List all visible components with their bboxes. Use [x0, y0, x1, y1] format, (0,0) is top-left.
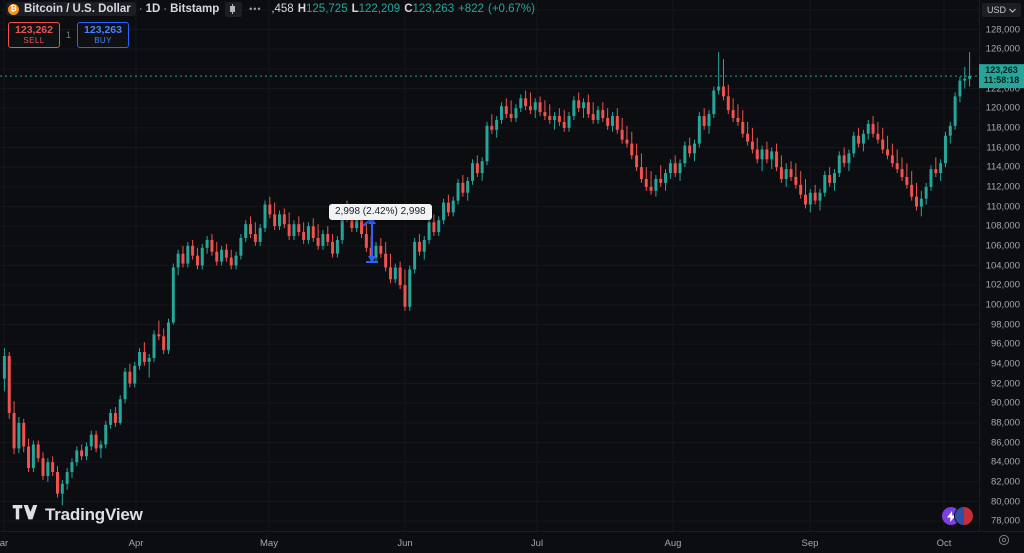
change-absolute: +822	[458, 3, 484, 15]
price-tick-label: 78,000	[990, 515, 1020, 527]
chevron-down-icon	[1009, 5, 1016, 15]
time-tick-label: Aug	[664, 538, 682, 549]
current-price-value: 123,263	[985, 65, 1018, 76]
symbol-name: Bitcoin / U.S. Dollar	[24, 3, 131, 15]
time-tick-label: Apr	[128, 538, 144, 549]
price-tick-label: 120,000	[985, 102, 1020, 114]
exchange-label[interactable]: Bitstamp	[170, 3, 220, 15]
low-value: 122,209	[358, 3, 401, 15]
close-value: 123,263	[412, 3, 455, 15]
buy-label: BUY	[94, 36, 112, 46]
price-tick-label: 86,000	[990, 437, 1020, 448]
time-tick-label: Oct	[936, 538, 952, 549]
price-tick-label: 92,000	[990, 378, 1020, 389]
candles-icon[interactable]	[225, 1, 243, 17]
legend-separator-2: ·	[163, 3, 168, 15]
price-tick-label: 80,000	[990, 496, 1020, 507]
tradingview-logo-icon	[12, 505, 38, 525]
chart-plot-area[interactable]	[0, 0, 979, 531]
price-tick-label: 100,000	[985, 299, 1020, 311]
sell-price: 123,262	[15, 24, 53, 36]
measurement-tooltip: 2,998 (2.42%) 2,998	[329, 204, 432, 220]
price-tick-label: 114,000	[986, 161, 1020, 173]
time-tick-label: Sep	[801, 538, 819, 549]
gear-icon[interactable]	[998, 534, 1010, 549]
bitcoin-icon: ₿	[8, 3, 19, 15]
sell-label: SELL	[23, 36, 45, 46]
price-tick-label: 110,000	[986, 201, 1020, 212]
candlestick-svg	[0, 0, 979, 531]
open-value: ,458	[271, 3, 294, 15]
price-tick-label: 108,000	[985, 220, 1020, 232]
time-tick-label: ar	[0, 538, 9, 549]
close-label: C	[404, 3, 413, 15]
price-tick-label: 88,000	[990, 417, 1020, 429]
currency-selector[interactable]: USD	[982, 3, 1021, 17]
trade-panel: 123,262 SELL 1 123,263 BUY	[8, 22, 130, 49]
price-axis[interactable]: USD 123,263 11:58:18 130,000128,000126,0…	[979, 0, 1024, 531]
low-label: L	[351, 3, 359, 15]
more-options-icon[interactable]: •••	[249, 4, 262, 14]
time-tick-label: Jul	[530, 538, 544, 549]
time-tick-label: May	[260, 538, 278, 549]
price-tick-label: 84,000	[990, 456, 1020, 468]
tradingview-watermark: TradingView	[12, 505, 143, 525]
current-price-badge: 123,263 11:58:18	[979, 64, 1024, 88]
currency-label: USD	[986, 5, 1006, 15]
countdown-timer: 11:58:18	[983, 75, 1020, 86]
price-tick-label: 94,000	[990, 358, 1020, 370]
sell-button[interactable]: 123,262 SELL	[8, 22, 60, 49]
price-tick-label: 82,000	[990, 476, 1020, 488]
buy-button[interactable]: 123,263 BUY	[77, 22, 130, 49]
time-tick-label: Jun	[397, 538, 413, 549]
legend-separator-1: ·	[138, 3, 143, 15]
watermark-text: TradingView	[45, 505, 143, 524]
flag-blue-field	[955, 507, 964, 525]
timeframe-label[interactable]: 1D	[145, 3, 161, 15]
time-axis[interactable]: ar Apr May Jun Jul Aug Sep Oct	[0, 531, 1024, 553]
price-tick-label: 112,000	[986, 181, 1020, 193]
change-percent: (+0.67%)	[488, 3, 535, 15]
price-tick-label: 90,000	[990, 397, 1020, 409]
price-tick-label: 126,000	[985, 43, 1020, 55]
buy-price: 123,263	[84, 24, 122, 36]
price-tick-label: 118,000	[986, 122, 1020, 134]
high-label: H	[297, 3, 307, 15]
price-tick-label: 102,000	[985, 279, 1020, 291]
high-value: 125,725	[306, 3, 348, 15]
price-tick-label: 122,000	[985, 83, 1020, 94]
corner-badges[interactable]	[941, 506, 974, 526]
price-tick-label: 116,000	[986, 142, 1020, 153]
spread-value: 1	[66, 30, 72, 41]
price-tick-label: 96,000	[990, 338, 1020, 350]
chart-legend: ₿ Bitcoin / U.S. Dollar · 1D · Bitstamp …	[0, 0, 535, 18]
price-tick-label: 98,000	[990, 319, 1020, 330]
price-tick-label: 106,000	[985, 240, 1020, 252]
price-tick-label: 104,000	[985, 260, 1020, 271]
price-tick-label: 128,000	[985, 24, 1020, 35]
flag-badge[interactable]	[954, 506, 974, 526]
ohlc-values: ,458 H125,725 L122,209 C123,263 +822 (+0.67%)	[271, 3, 535, 15]
symbol-chip[interactable]: ₿ Bitcoin / U.S. Dollar	[6, 2, 136, 16]
